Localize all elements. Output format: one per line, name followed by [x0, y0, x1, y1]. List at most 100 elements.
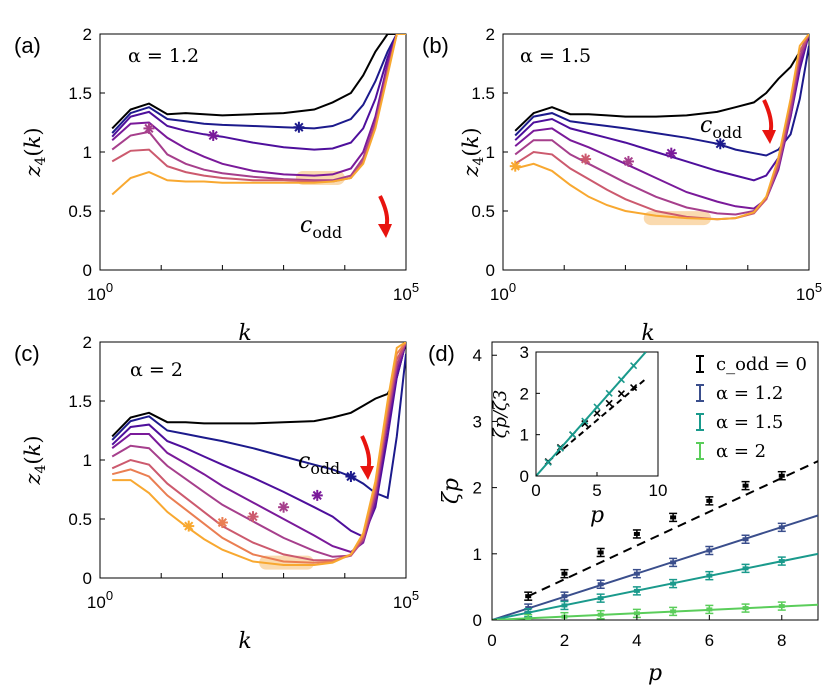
codd-arrow-label-b-sub: odd: [712, 123, 742, 142]
inset-point-d_a15: [593, 403, 601, 411]
codd-arrow-head-b: [762, 130, 776, 144]
fit-line-d_a12: [492, 514, 818, 620]
x-tick-label: 0: [487, 631, 496, 650]
errorbar-marker: [670, 515, 677, 520]
star-marker-c-0: [183, 520, 195, 532]
x-tick-label-high: 105: [796, 280, 822, 304]
errorbar-point-d_a15-1: [560, 600, 569, 611]
errorbar-marker: [633, 588, 640, 593]
errorbar-marker: [633, 571, 640, 576]
series-line-amber: [112, 342, 406, 566]
inset-point-d_a15: [630, 362, 638, 370]
x-tick-label-low-exp: 0: [106, 588, 113, 603]
y-tick-label: 1: [473, 545, 482, 564]
star-marker-a-2: [293, 121, 305, 133]
errorbar-point-d_black-0: [524, 591, 533, 601]
errorbar-point-d_a12-1: [560, 591, 569, 601]
y-tick-label: 3: [473, 412, 482, 431]
errorbar-marker: [561, 571, 568, 576]
inset-y-tick-label: 3: [520, 343, 529, 362]
errorbar-marker: [633, 531, 640, 536]
star-marker-c-2-stroke: [248, 512, 258, 522]
errorbar-point-d_a2-7: [777, 601, 786, 611]
errorbar-marker: [742, 483, 749, 488]
y-axis-label-part: ): [459, 127, 483, 135]
inset-x-tick-label: 10: [649, 481, 668, 500]
codd-arrow-label-a-sub: odd: [312, 223, 342, 242]
codd-arrow-label-c-c: c: [298, 449, 310, 474]
y-axis-label-part: ): [21, 435, 45, 443]
panel-label-d: (d): [428, 341, 455, 366]
errorbar-marker: [670, 560, 677, 565]
x-tick-label: 4: [632, 631, 641, 650]
errorbar-marker: [525, 610, 532, 615]
codd-arrow-label-c: codd: [298, 449, 340, 478]
star-marker-c-1-stroke: [217, 517, 227, 528]
star-marker-b-3-stroke: [666, 148, 676, 158]
errorbar-marker: [778, 525, 785, 530]
x-tick-label-high-exp: 5: [412, 588, 419, 603]
inset-point-d_a15: [581, 417, 589, 425]
series-line-black: [111, 342, 406, 438]
legend-entry-label: α = 2: [716, 441, 766, 462]
errorbar-marker: [561, 603, 568, 608]
star-marker-b-2: [622, 155, 634, 167]
errorbar-point-d_a12-6: [741, 534, 750, 544]
errorbar-marker: [706, 607, 713, 612]
x-tick-label-high-base: 10: [393, 593, 412, 612]
codd-arrow-head-c: [360, 466, 374, 480]
errorbar-point-d_a15-3: [632, 586, 641, 596]
legend-entry-label: α = 1.5: [716, 412, 783, 433]
y-tick-label: 0.5: [68, 202, 92, 221]
y-tick-label: 1: [83, 451, 92, 470]
x-tick-label-low-base: 10: [490, 285, 509, 304]
star-marker-b-3: [665, 147, 677, 159]
errorbar-point-d_a15-7: [777, 556, 786, 566]
errorbar-marker: [633, 611, 640, 616]
errorbar-point-d_a12-5: [705, 545, 714, 556]
inset-point-d_a15: [569, 431, 577, 439]
errorbar-point-d_a15-5: [705, 570, 714, 581]
inset-point-d_a15: [544, 458, 552, 466]
alpha-annotation-a: α = 1.2: [128, 45, 199, 67]
inset-y-tick-label: 2: [520, 384, 529, 403]
series-line-black: [111, 34, 406, 130]
errorbar-point-d_black-6: [741, 480, 750, 491]
inset-point-d_a15: [617, 376, 625, 384]
y-axis-label-part: (: [21, 148, 45, 156]
y-tick-label: 2: [83, 25, 92, 44]
series-line-indigo: [111, 34, 406, 151]
y-tick-label: 1: [83, 143, 92, 162]
errorbar-point-d_black-3: [632, 529, 641, 539]
y-tick-label: 1.5: [471, 84, 495, 103]
x-axis-label: p: [648, 661, 662, 686]
series-line-navy: [111, 34, 406, 134]
y-tick-label: 4: [473, 346, 482, 365]
series-line-amber: [111, 34, 406, 196]
x-axis-label: k: [238, 321, 251, 346]
inset-point-d_black: [593, 409, 601, 417]
series-layer-b: [509, 34, 809, 226]
panel-label-b: (b): [422, 33, 449, 58]
x-tick-label-low: 100: [87, 588, 113, 612]
y-tick-label: 0: [473, 611, 482, 630]
legend: c_odd = 0 α = 1.2 α = 1.5 α = 2: [696, 354, 807, 462]
inset-y-axis-label: ζp/ζ3: [490, 390, 511, 439]
star-marker-b-0-stroke: [510, 161, 520, 171]
series-layer-c: [111, 342, 406, 570]
y-axis-label-part: 4: [471, 156, 487, 165]
errorbar-marker: [597, 612, 604, 617]
inset-fit-line-d_black: [547, 378, 647, 463]
y-tick-label: 0: [83, 261, 92, 280]
y-axis-label: z4(k): [459, 127, 487, 177]
y-tick-label: 1.5: [68, 392, 92, 411]
x-tick-label-low-base: 10: [87, 285, 106, 304]
x-tick-label: 8: [777, 631, 786, 650]
errorbar-marker: [597, 550, 604, 555]
errorbar-point-d_a12-4: [669, 557, 678, 568]
plot-area-a: [99, 33, 407, 271]
